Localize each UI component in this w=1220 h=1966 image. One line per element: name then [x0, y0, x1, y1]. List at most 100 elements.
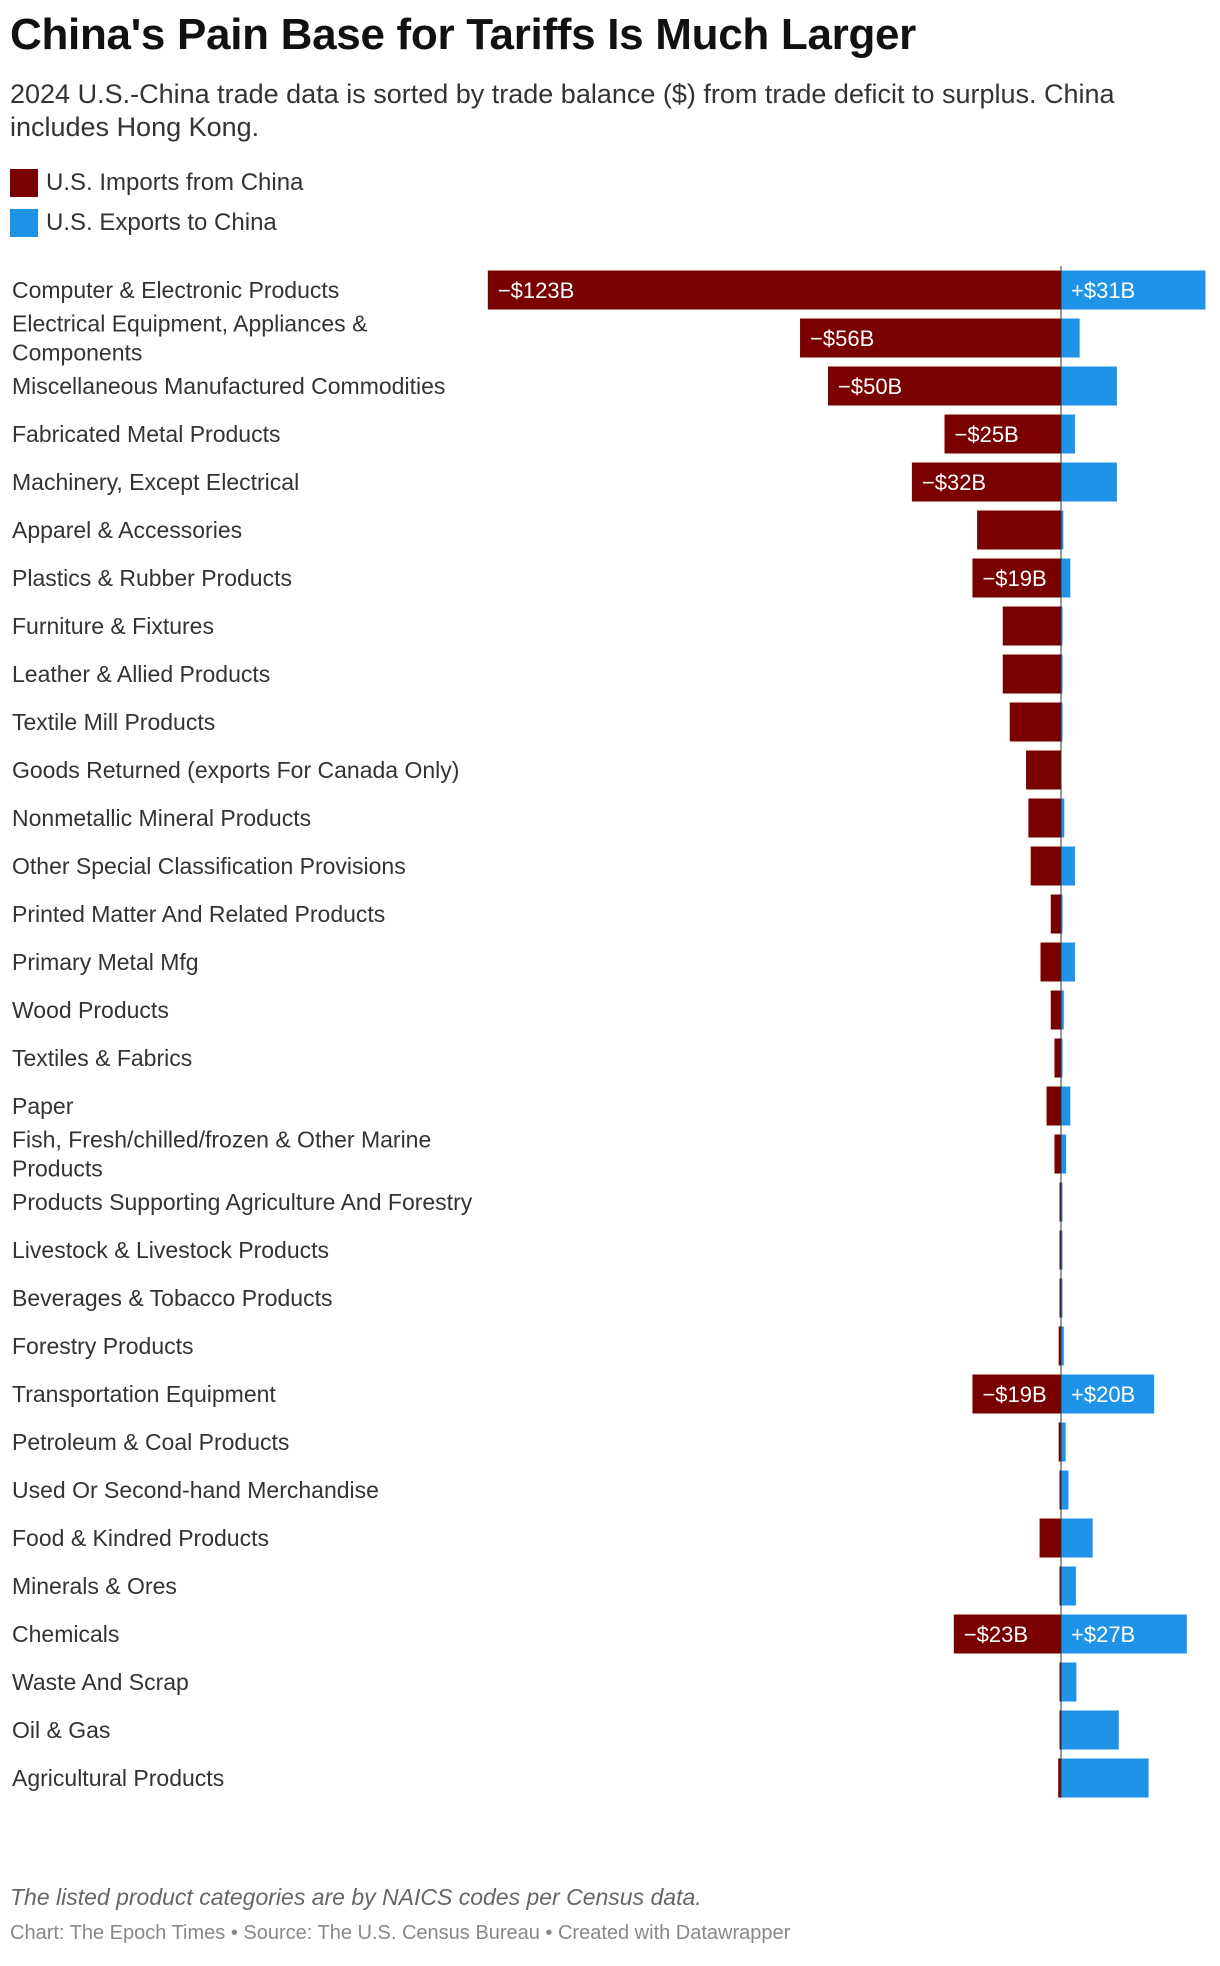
- exports-bar: [1061, 1374, 1155, 1414]
- exports-bar: [1061, 1182, 1063, 1222]
- category-label: Printed Matter And Related Products: [12, 901, 385, 927]
- imports-bar: [1039, 1518, 1061, 1558]
- category-label: Minerals & Ores: [12, 1573, 177, 1599]
- category-label: Fabricated Metal Products: [12, 421, 280, 447]
- exports-bar: [1061, 1422, 1066, 1462]
- imports-value-label: −$23B: [964, 1622, 1028, 1647]
- legend-label-exports: U.S. Exports to China: [46, 209, 277, 236]
- exports-bar: [1061, 1566, 1076, 1606]
- exports-value-label: +$20B: [1071, 1382, 1135, 1407]
- exports-bar: [1061, 1662, 1077, 1702]
- category-label: Electrical Equipment, Appliances & Compon…: [12, 311, 367, 366]
- imports-bar: [1058, 1422, 1061, 1462]
- category-label: Waste And Scrap: [12, 1669, 189, 1695]
- exports-bar: [1061, 1230, 1063, 1270]
- category-label: Petroleum & Coal Products: [12, 1429, 289, 1455]
- category-label: Food & Kindred Products: [12, 1525, 269, 1551]
- imports-bar: [1028, 798, 1061, 838]
- exports-bar: [1061, 1134, 1067, 1174]
- imports-bar: [1058, 1758, 1061, 1798]
- imports-value-label: −$19B: [982, 566, 1046, 591]
- exports-value-label: +$31B: [1071, 278, 1135, 303]
- category-label: Chemicals: [12, 1621, 119, 1647]
- imports-bar: [1054, 1134, 1061, 1174]
- category-label: Computer & Electronic Products: [12, 277, 339, 303]
- exports-bar: [1061, 366, 1117, 406]
- exports-bar: [1061, 510, 1064, 550]
- category-label: Leather & Allied Products: [12, 661, 270, 687]
- category-label: Furniture & Fixtures: [12, 613, 214, 639]
- imports-bar: [1059, 1278, 1061, 1318]
- exports-bar: [1061, 462, 1117, 502]
- imports-value-label: −$32B: [922, 470, 986, 495]
- exports-bar: [1061, 1710, 1119, 1750]
- imports-bar: [1059, 1710, 1061, 1750]
- chart-title: China's Pain Base for Tariffs Is Much La…: [10, 10, 917, 59]
- imports-bar: [1059, 1230, 1061, 1270]
- imports-bar: [944, 414, 1061, 454]
- category-label: Paper: [12, 1093, 74, 1119]
- exports-bar: [1061, 702, 1063, 742]
- exports-bar: [1061, 846, 1075, 886]
- imports-bar: [487, 270, 1061, 310]
- legend-label-imports: U.S. Imports from China: [46, 169, 304, 196]
- category-label: Agricultural Products: [12, 1765, 224, 1791]
- imports-bar: [1059, 1662, 1061, 1702]
- exports-bar: [1061, 318, 1080, 358]
- category-label: Nonmetallic Mineral Products: [12, 805, 311, 831]
- exports-swatch: [10, 209, 38, 237]
- imports-bar: [1046, 1086, 1061, 1126]
- chart-note: The listed product categories are by NAI…: [10, 1884, 702, 1910]
- imports-bar: [1059, 1182, 1061, 1222]
- imports-value-label: −$25B: [955, 422, 1019, 447]
- imports-bar: [1050, 894, 1061, 934]
- exports-bar: [1061, 606, 1063, 646]
- category-label: Forestry Products: [12, 1333, 194, 1359]
- exports-bar: [1061, 990, 1064, 1030]
- imports-bar: [1058, 1326, 1061, 1366]
- category-label: Miscellaneous Manufactured Commodities: [12, 373, 445, 399]
- category-label: Wood Products: [12, 997, 169, 1023]
- exports-bar: [1061, 270, 1206, 310]
- imports-bar: [800, 318, 1061, 358]
- trade-balance-chart: Computer & Electronic Products −$123B +$31…: [12, 266, 1206, 1798]
- category-label: Oil & Gas: [12, 1717, 110, 1743]
- exports-bar: [1061, 558, 1071, 598]
- category-label: Beverages & Tobacco Products: [12, 1285, 332, 1311]
- imports-bar: [953, 1614, 1061, 1654]
- imports-bar: [1040, 942, 1061, 982]
- imports-bar: [911, 462, 1061, 502]
- chart-subtitle: 2024 U.S.-China trade data is sorted by …: [10, 79, 1115, 142]
- exports-bar: [1061, 1470, 1069, 1510]
- imports-bar: [972, 558, 1061, 598]
- exports-bar: [1061, 654, 1063, 694]
- category-label: Transportation Equipment: [12, 1381, 276, 1407]
- imports-bar: [1050, 990, 1061, 1030]
- category-label: Used Or Second-hand Merchandise: [12, 1477, 379, 1503]
- exports-bar: [1061, 414, 1075, 454]
- imports-bar: [1002, 654, 1061, 694]
- exports-bar: [1061, 894, 1063, 934]
- imports-bar: [1059, 1566, 1061, 1606]
- category-label: Textiles & Fabrics: [12, 1045, 192, 1071]
- imports-bar: [828, 366, 1061, 406]
- imports-bar: [977, 510, 1061, 550]
- exports-value-label: +$27B: [1071, 1622, 1135, 1647]
- category-label: Plastics & Rubber Products: [12, 565, 292, 591]
- category-label: Primary Metal Mfg: [12, 949, 199, 975]
- imports-value-label: −$50B: [838, 374, 902, 399]
- category-label: Goods Returned (exports For Canada Only): [12, 757, 459, 783]
- imports-bar: [1054, 1038, 1061, 1078]
- category-label: Machinery, Except Electrical: [12, 469, 299, 495]
- exports-bar: [1061, 798, 1065, 838]
- category-label: Textile Mill Products: [12, 709, 215, 735]
- category-label: Apparel & Accessories: [12, 517, 242, 543]
- exports-bar: [1061, 1758, 1149, 1798]
- category-label: Other Special Classification Provisions: [12, 853, 406, 879]
- exports-bar: [1061, 1614, 1187, 1654]
- imports-value-label: −$19B: [982, 1382, 1046, 1407]
- imports-bar: [1026, 750, 1061, 790]
- exports-bar: [1061, 1326, 1064, 1366]
- category-label: Livestock & Livestock Products: [12, 1237, 329, 1263]
- imports-value-label: −$56B: [810, 326, 874, 351]
